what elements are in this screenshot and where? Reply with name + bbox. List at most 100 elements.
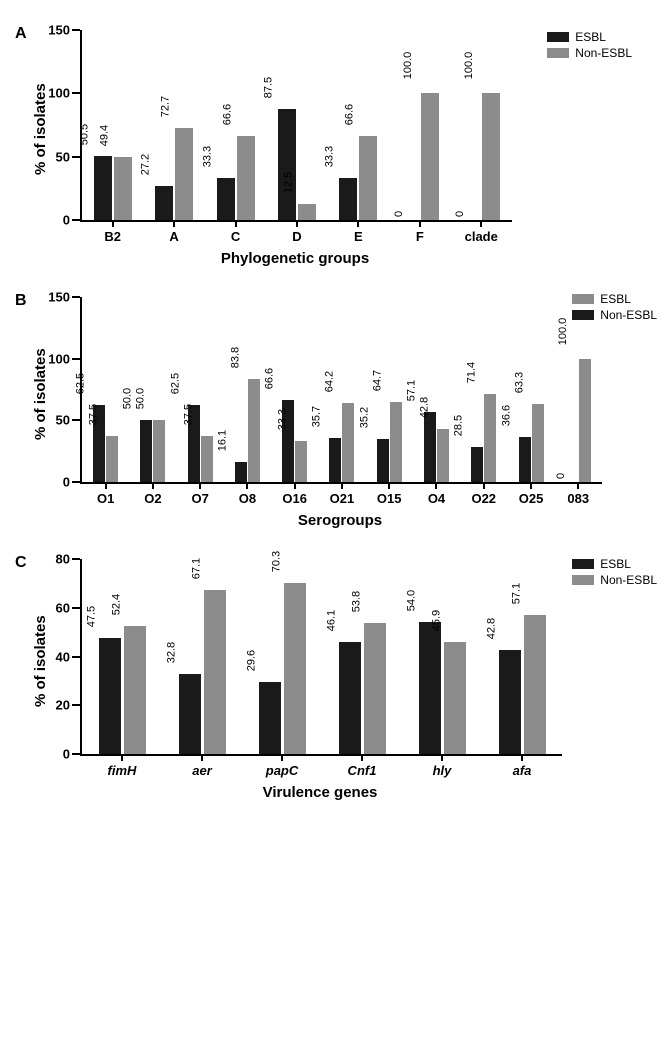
x-tick-label: E [354,229,363,244]
bar-esbl: 28.5 [471,447,483,482]
x-tick [441,754,443,761]
x-tick [483,482,485,489]
bar-value-label: 32.8 [165,642,177,663]
y-tick [72,607,80,609]
y-tick [72,704,80,706]
bar-value-label: 0 [393,211,405,217]
bar-value-label: 33.3 [201,146,213,167]
x-tick [105,482,107,489]
legend-label: ESBL [600,292,631,306]
x-tick [246,482,248,489]
y-tick-label: 50 [56,149,70,164]
y-tick-label: 80 [56,552,70,567]
legend-swatch [572,575,594,585]
x-tick-label: O15 [377,491,402,506]
bar-value-label: 12.5 [282,172,294,193]
bar-value-label: 72.7 [159,96,171,117]
x-tick-label: C [231,229,240,244]
bar-group: 27.272.7A [143,30,204,220]
legend-swatch [572,310,594,320]
y-tick [72,656,80,658]
bar-nonEsbl: 12.5 [298,204,316,220]
bar-value-label: 0 [454,211,466,217]
panel-label: C [15,554,27,572]
x-tick-label: O25 [519,491,544,506]
bar-value-label: 49.4 [98,125,110,146]
bar-group: 66.633.3O16 [271,297,318,482]
y-tick-label: 20 [56,698,70,713]
x-tick [173,220,175,227]
bar-nonEsbl: 100.0 [579,359,591,482]
bar-nonEsbl: 64.2 [342,403,354,482]
bar-esbl: 16.1 [235,462,247,482]
y-tick-label: 150 [48,23,70,38]
x-tick [361,754,363,761]
x-tick [201,754,203,761]
bar-group: 16.183.8O8 [224,297,271,482]
panel-label: A [15,25,27,43]
bar-group: 0100.0F [389,30,450,220]
bar-value-label: 66.6 [221,104,233,125]
legend-item: Non-ESBL [547,46,632,60]
x-tick-label: O22 [471,491,496,506]
x-tick-label: afa [513,763,532,778]
bar-value-label: 35.7 [311,406,323,427]
bar-value-label: 66.6 [263,368,275,389]
y-tick [72,92,80,94]
bar-group: 28.571.4O22 [460,297,507,482]
bar-value-label: 66.6 [344,104,356,125]
y-tick-label: 0 [63,213,70,228]
bar-value-label: 28.5 [453,415,465,436]
bar-group: 87.512.5D [266,30,327,220]
bar-value-label: 50.5 [78,124,90,145]
y-tick [72,419,80,421]
bar-group: 62.537.5O7 [177,297,224,482]
legend-item: ESBL [572,292,657,306]
chart-wrap: 05010015050.549.4B227.272.7A33.366.6C87.… [80,30,659,267]
bar-nonEsbl: 37.5 [201,436,213,482]
legend: ESBL Non-ESBL [547,30,632,60]
bar-value-label: 46.1 [325,610,337,631]
bar-value-label: 100.0 [402,52,414,80]
bar-esbl: 33.3 [339,178,357,220]
bars-container: 62.537.5O150.050.0O262.537.5O716.183.8O8… [82,297,602,482]
legend-swatch [547,48,569,58]
panel-label: B [15,292,27,310]
bar-nonEsbl: 33.3 [295,441,307,482]
y-tick-label: 50 [56,413,70,428]
y-tick-label: 60 [56,600,70,615]
bar-esbl: 27.2 [155,186,173,220]
bar-group: 33.366.6E [328,30,389,220]
bar-value-label: 63.3 [513,372,525,393]
y-tick [72,296,80,298]
bar-nonEsbl: 64.7 [390,402,402,482]
x-tick [388,482,390,489]
bar-nonEsbl: 42.8 [437,429,449,482]
legend-label: ESBL [600,557,631,571]
y-tick [72,558,80,560]
bar-value-label: 37.5 [182,404,194,425]
bar-value-label: 16.1 [216,430,228,451]
bar-value-label: 0 [555,473,567,479]
bar-esbl: 32.8 [179,674,201,754]
y-tick [72,29,80,31]
bar-nonEsbl: 45.9 [444,642,466,754]
legend: ESBL Non-ESBL [572,557,657,587]
x-tick [435,482,437,489]
x-tick-label: O4 [428,491,445,506]
legend: ESBLNon-ESBL [572,292,657,322]
bar-esbl: 54.0 [419,622,441,754]
y-tick-label: 100 [48,86,70,101]
x-tick-label: O21 [330,491,355,506]
bar-nonEsbl: 52.4 [124,626,146,754]
bar-nonEsbl: 100.0 [482,93,500,220]
x-tick [294,482,296,489]
legend-label: Non-ESBL [600,573,657,587]
legend-swatch [547,32,569,42]
x-tick [296,220,298,227]
legend-item: ESBL [547,30,632,44]
bar-value-label: 45.9 [430,610,442,631]
bar-value-label: 57.1 [405,379,417,400]
y-axis-label: % of isolates [32,83,49,175]
y-tick [72,481,80,483]
